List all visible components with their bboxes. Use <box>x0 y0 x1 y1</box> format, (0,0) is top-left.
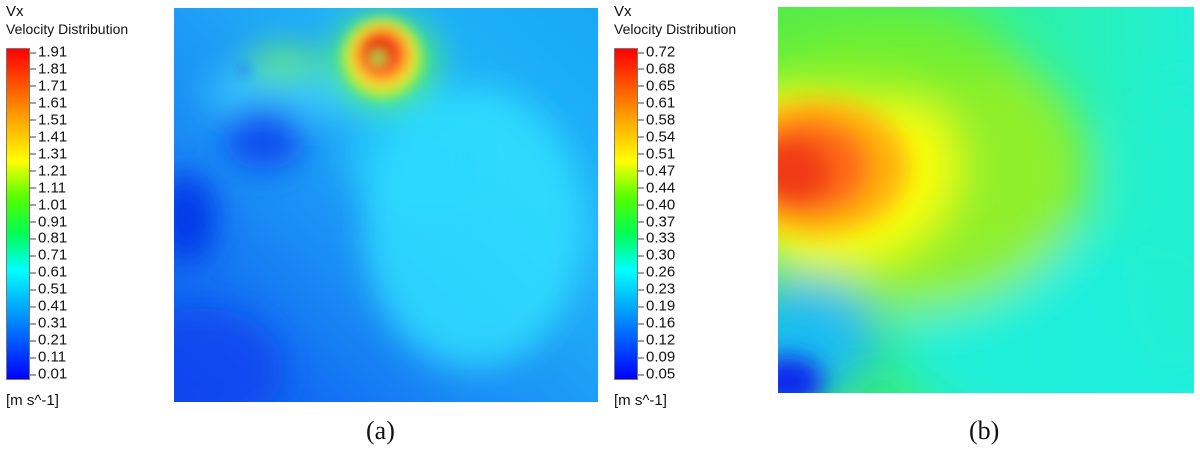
legend-b-tick: 0.47 <box>637 162 676 180</box>
legend-a-tick: 1.81 <box>29 60 68 78</box>
legend-b-tick: 0.16 <box>637 314 676 332</box>
legend-a-tick: 1.31 <box>29 145 68 163</box>
legend-b-ticks: 0.72 0.68 0.65 0.61 0.58 0.54 0.51 0.47 … <box>637 45 706 382</box>
legend-a-tick: 0.11 <box>29 348 67 366</box>
contour-b-hotspot <box>778 99 908 393</box>
legend-b-tick: 0.58 <box>637 111 676 129</box>
legend-a-tick: 0.91 <box>29 213 68 230</box>
legend-b-colorbar <box>614 48 638 380</box>
legend-a-unit: [m s^-1] <box>6 392 59 409</box>
legend-b-tick: 0.33 <box>637 229 676 247</box>
legend-a-tick: 0.41 <box>29 297 68 315</box>
legend-b: Vx Velocity Distribution 0.72 0.68 0.65 … <box>614 4 774 414</box>
legend-a-tick: 1.41 <box>29 128 68 146</box>
legend-a-tick: 1.61 <box>29 94 68 112</box>
legend-a-ticks: 1.91 1.81 1.71 1.61 1.51 1.41 1.31 1.21 … <box>29 45 98 382</box>
legend-a-tick: 1.11 <box>29 179 67 197</box>
legend-b-tick: 0.37 <box>637 213 676 230</box>
contour-a-hotspot <box>238 18 422 98</box>
velocity-contour-b <box>778 7 1194 393</box>
legend-b-tick: 0.44 <box>637 179 676 197</box>
legend-a-tick: 1.01 <box>29 196 68 214</box>
legend-b-tick: 0.72 <box>637 43 676 61</box>
legend-b-tick: 0.05 <box>637 365 676 383</box>
legend-b-subtitle: Velocity Distribution <box>614 21 737 37</box>
legend-b-tick: 0.68 <box>637 60 676 78</box>
legend-a-variable: Vx <box>6 3 24 20</box>
legend-a-tick: 0.01 <box>29 365 68 383</box>
legend-a-tick: 1.51 <box>29 111 68 129</box>
legend-a-tick: 1.21 <box>29 162 68 180</box>
legend-a-tick: 0.31 <box>29 314 68 332</box>
legend-b-tick: 0.09 <box>637 348 676 366</box>
contour-b-svg <box>778 7 1194 393</box>
legend-b-tick: 0.65 <box>637 77 676 95</box>
velocity-contour-a <box>174 8 598 402</box>
legend-a-tick: 0.61 <box>29 263 68 281</box>
legend-b-variable: Vx <box>614 3 632 20</box>
legend-b-tick: 0.51 <box>637 145 676 163</box>
legend-b-tick: 0.19 <box>637 297 676 315</box>
legend-a-tick: 0.21 <box>29 331 68 349</box>
legend-a: Vx Velocity Distribution 1.91 1.81 1.71 … <box>6 4 166 414</box>
legend-b-tick: 0.30 <box>637 246 676 264</box>
legend-b-unit: [m s^-1] <box>614 392 667 409</box>
legend-b-tick: 0.23 <box>637 280 676 298</box>
legend-a-tick: 0.81 <box>29 229 68 247</box>
legend-b-tick: 0.40 <box>637 196 676 214</box>
legend-a-subtitle: Velocity Distribution <box>6 21 129 37</box>
legend-a-tick: 1.91 <box>29 43 68 61</box>
legend-a-tick: 0.71 <box>29 246 68 264</box>
legend-a-tick: 1.71 <box>29 77 68 95</box>
contour-a-field <box>174 15 584 402</box>
contour-a-svg <box>174 8 598 402</box>
legend-b-tick: 0.61 <box>637 94 676 112</box>
legend-b-tick: 0.12 <box>637 331 676 349</box>
legend-b-tick: 0.26 <box>637 263 676 281</box>
legend-a-tick: 0.51 <box>29 280 68 298</box>
legend-a-colorbar <box>6 48 30 380</box>
caption-a: (a) <box>366 416 395 445</box>
caption-b: (b) <box>969 416 1000 445</box>
legend-b-tick: 0.54 <box>637 128 676 146</box>
